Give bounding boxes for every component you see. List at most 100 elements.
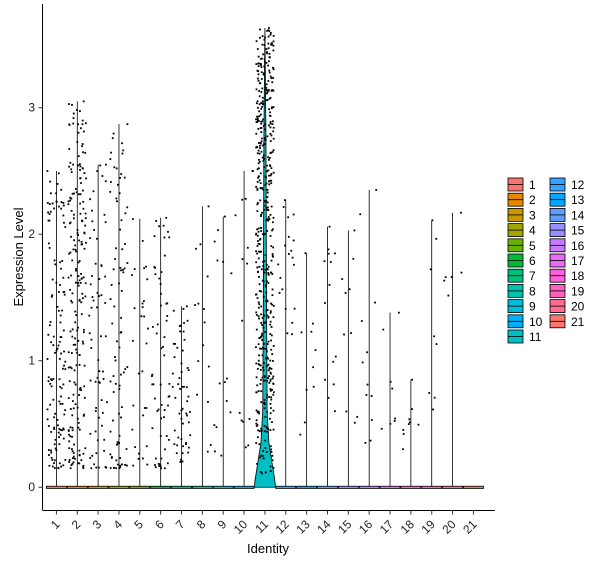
data-point	[71, 292, 74, 295]
data-point	[143, 315, 146, 318]
data-point	[64, 226, 67, 228]
data-point	[163, 467, 166, 470]
data-point	[267, 340, 270, 343]
data-point	[270, 182, 273, 185]
data-point	[258, 412, 261, 415]
data-point	[268, 183, 271, 186]
data-point	[261, 87, 264, 90]
data-point	[154, 397, 156, 400]
data-point	[260, 122, 263, 125]
data-point	[292, 213, 295, 216]
data-point	[73, 381, 76, 384]
data-point	[264, 379, 266, 382]
data-point	[79, 110, 81, 113]
data-point	[82, 207, 85, 210]
data-point	[163, 409, 166, 411]
data-point	[257, 343, 260, 346]
data-point	[110, 151, 112, 154]
data-point	[60, 336, 63, 339]
data-point	[48, 464, 51, 467]
data-point	[84, 224, 87, 227]
data-point	[264, 321, 267, 324]
data-point	[265, 48, 268, 50]
data-point	[353, 421, 356, 424]
data-point	[257, 120, 260, 122]
data-point	[334, 355, 337, 358]
data-point	[72, 112, 75, 115]
data-point	[62, 437, 65, 440]
y-tick-label: 0	[28, 480, 35, 494]
data-point	[341, 278, 344, 281]
legend-item-21: 21	[549, 314, 585, 329]
data-point	[261, 454, 264, 457]
data-point	[96, 306, 98, 309]
data-point	[256, 367, 259, 370]
data-point	[256, 146, 259, 149]
data-point	[61, 402, 64, 405]
data-point	[160, 292, 162, 295]
data-point	[334, 252, 336, 255]
data-point	[270, 107, 273, 110]
data-point	[96, 439, 99, 442]
data-point	[265, 299, 268, 301]
data-point	[53, 416, 55, 419]
data-point	[255, 132, 258, 135]
data-point	[257, 175, 260, 178]
data-point	[272, 149, 275, 152]
data-point	[397, 311, 400, 314]
legend-label: 1	[529, 178, 536, 192]
data-point	[79, 168, 81, 171]
x-tick-label: 11	[252, 517, 271, 536]
data-point	[268, 69, 271, 72]
data-point	[261, 43, 264, 46]
data-point	[256, 152, 259, 155]
data-point	[269, 132, 272, 135]
data-point	[46, 408, 49, 411]
plot-panel	[46, 27, 484, 489]
data-point	[255, 233, 257, 236]
data-point	[59, 429, 62, 431]
legend-item-3: 3	[507, 207, 536, 222]
data-point	[272, 126, 275, 129]
data-point	[272, 40, 275, 43]
data-point	[443, 279, 446, 282]
data-point	[269, 214, 272, 216]
data-point	[264, 285, 267, 288]
data-point	[163, 236, 166, 239]
data-point	[267, 265, 270, 268]
data-point	[121, 463, 123, 466]
legend-item-11: 11	[507, 329, 542, 344]
data-point	[84, 122, 87, 125]
data-point	[104, 302, 107, 304]
data-point	[53, 426, 56, 429]
data-point	[206, 450, 209, 453]
data-point	[272, 35, 275, 37]
y-tick-label: 2	[28, 227, 35, 241]
data-point	[270, 179, 273, 182]
data-point	[73, 369, 76, 372]
data-point	[71, 429, 74, 432]
data-point	[263, 136, 266, 139]
data-point	[262, 260, 264, 263]
data-point	[46, 358, 49, 360]
data-point	[48, 219, 51, 222]
data-point	[89, 198, 92, 201]
data-point	[77, 284, 80, 287]
data-point	[267, 89, 270, 92]
data-point	[58, 400, 61, 403]
data-point	[68, 459, 71, 461]
data-point	[266, 208, 269, 211]
data-point	[50, 449, 52, 452]
data-point	[61, 260, 64, 262]
data-point	[82, 100, 85, 103]
data-point	[96, 376, 99, 379]
data-point	[92, 299, 95, 302]
data-point	[225, 400, 228, 402]
data-point	[118, 192, 121, 195]
data-point	[50, 295, 53, 298]
data-point	[145, 407, 148, 409]
data-point	[460, 271, 463, 274]
data-point	[167, 404, 169, 407]
data-point	[272, 345, 275, 347]
